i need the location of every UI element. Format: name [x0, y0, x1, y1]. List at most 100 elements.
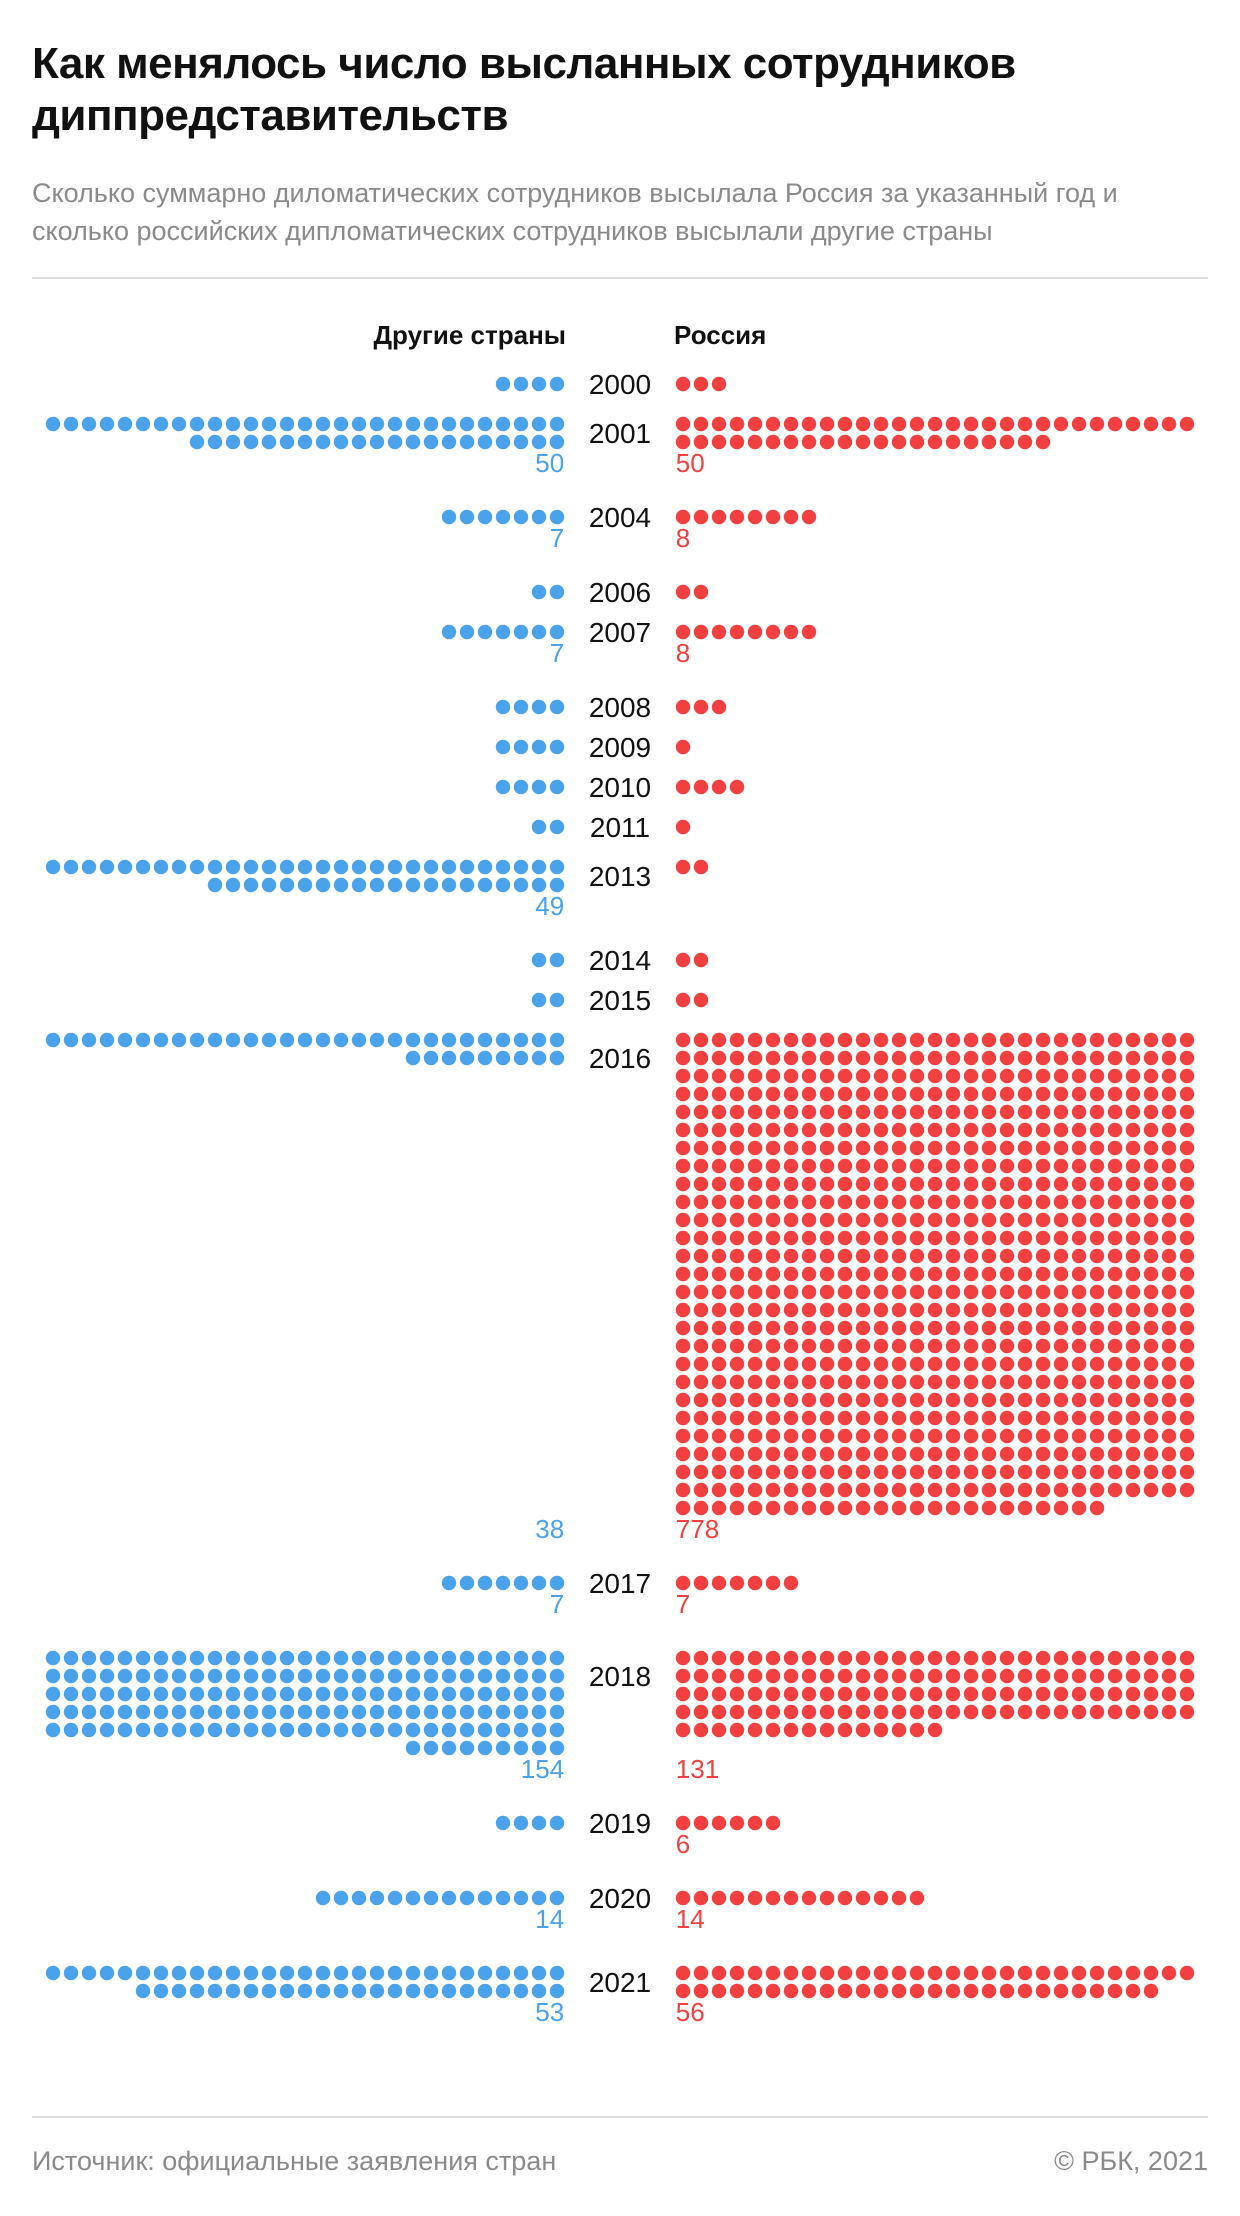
dot-russia [801, 1392, 817, 1408]
dot-russia [693, 1104, 709, 1120]
year-label: 2010 [589, 772, 651, 803]
dot-other-countries [513, 509, 529, 525]
dot-russia [1071, 1356, 1087, 1372]
dot-russia [1017, 1248, 1033, 1264]
dot-russia [765, 1320, 781, 1336]
dot-russia [1161, 1464, 1177, 1480]
dot-other-countries [99, 1965, 115, 1981]
dot-russia [675, 624, 691, 640]
dot-russia [1107, 1158, 1123, 1174]
dot-other-countries [333, 1965, 349, 1981]
dot-other-countries [549, 1890, 565, 1906]
dot-russia [1017, 1704, 1033, 1720]
dot-other-countries [225, 1032, 241, 1048]
dot-russia [1143, 1338, 1159, 1354]
dot-russia [873, 1050, 889, 1066]
dot-russia [693, 1410, 709, 1426]
dot-russia [855, 1482, 871, 1498]
dot-russia [1107, 1356, 1123, 1372]
dot-other-countries [297, 1983, 313, 1999]
dot-russia [927, 1704, 943, 1720]
dot-russia [1053, 1194, 1069, 1210]
dot-russia [1089, 1104, 1105, 1120]
dot-other-countries [351, 1668, 367, 1684]
dot-russia [891, 1050, 907, 1066]
dot-russia [819, 1194, 835, 1210]
dot-russia [819, 1104, 835, 1120]
dot-russia [945, 1284, 961, 1300]
dot-other-countries [441, 1965, 457, 1981]
dot-russia [981, 1302, 997, 1318]
dot-russia [1071, 1230, 1087, 1246]
dot-other-countries [513, 434, 529, 450]
dot-russia [1089, 1266, 1105, 1282]
dot-russia [927, 1212, 943, 1228]
dot-russia [1179, 1122, 1195, 1138]
dot-russia [1071, 1374, 1087, 1390]
year-label: 2021 [589, 1967, 651, 1998]
dot-russia [747, 624, 763, 640]
value-label-russia: 131 [676, 1754, 719, 1784]
dot-other-countries [207, 1983, 223, 1999]
dot-russia [891, 1704, 907, 1720]
dot-russia [909, 1374, 925, 1390]
dot-russia [1089, 1050, 1105, 1066]
dot-russia [1179, 1374, 1195, 1390]
dot-russia [891, 1446, 907, 1462]
dot-other-countries [549, 1032, 565, 1048]
dot-russia [675, 1722, 691, 1738]
dot-russia [1053, 1374, 1069, 1390]
dot-russia [999, 1482, 1015, 1498]
dot-russia [765, 1815, 781, 1831]
dot-other-countries [63, 859, 79, 875]
dot-russia [909, 1686, 925, 1702]
dot-russia [855, 1668, 871, 1684]
year-label: 2014 [589, 945, 651, 976]
dot-russia [855, 1284, 871, 1300]
dot-russia [747, 1965, 763, 1981]
dot-russia [891, 1176, 907, 1192]
dot-other-countries [531, 1686, 547, 1702]
dot-russia [747, 1668, 763, 1684]
dot-russia [1035, 1284, 1051, 1300]
dot-russia [1107, 1392, 1123, 1408]
dot-other-countries [459, 877, 475, 893]
dot-russia [675, 1374, 691, 1390]
dot-russia [963, 1374, 979, 1390]
dot-other-countries [207, 1032, 223, 1048]
dot-other-countries [387, 1686, 403, 1702]
dot-russia [837, 1686, 853, 1702]
dot-other-countries [243, 1704, 259, 1720]
dot-russia [1125, 1446, 1141, 1462]
dot-russia [873, 1284, 889, 1300]
dot-other-countries [45, 1704, 61, 1720]
dot-russia [711, 1338, 727, 1354]
dot-russia [837, 1122, 853, 1138]
dot-russia [801, 1158, 817, 1174]
dot-russia [675, 1158, 691, 1174]
dot-russia [1107, 1983, 1123, 1999]
dot-russia [747, 1302, 763, 1318]
dot-other-countries [351, 1032, 367, 1048]
dot-russia [891, 1284, 907, 1300]
dot-russia [711, 1176, 727, 1192]
dot-russia [1035, 1668, 1051, 1684]
chart-row-2000: 2000 [495, 369, 727, 400]
dot-russia [1125, 1686, 1141, 1702]
dot-russia [729, 1320, 745, 1336]
dot-other-countries [135, 1032, 151, 1048]
dot-russia [1143, 1032, 1159, 1048]
dot-other-countries [117, 1668, 133, 1684]
dot-russia [729, 1704, 745, 1720]
dot-russia [1143, 1140, 1159, 1156]
dot-russia [711, 1686, 727, 1702]
dot-russia [981, 1668, 997, 1684]
dot-russia [819, 1158, 835, 1174]
year-label: 2011 [590, 812, 650, 843]
dot-russia [909, 1965, 925, 1981]
dot-russia [693, 1392, 709, 1408]
dot-russia [801, 1122, 817, 1138]
dot-russia [891, 1230, 907, 1246]
dot-russia [927, 1284, 943, 1300]
dot-russia [927, 1374, 943, 1390]
